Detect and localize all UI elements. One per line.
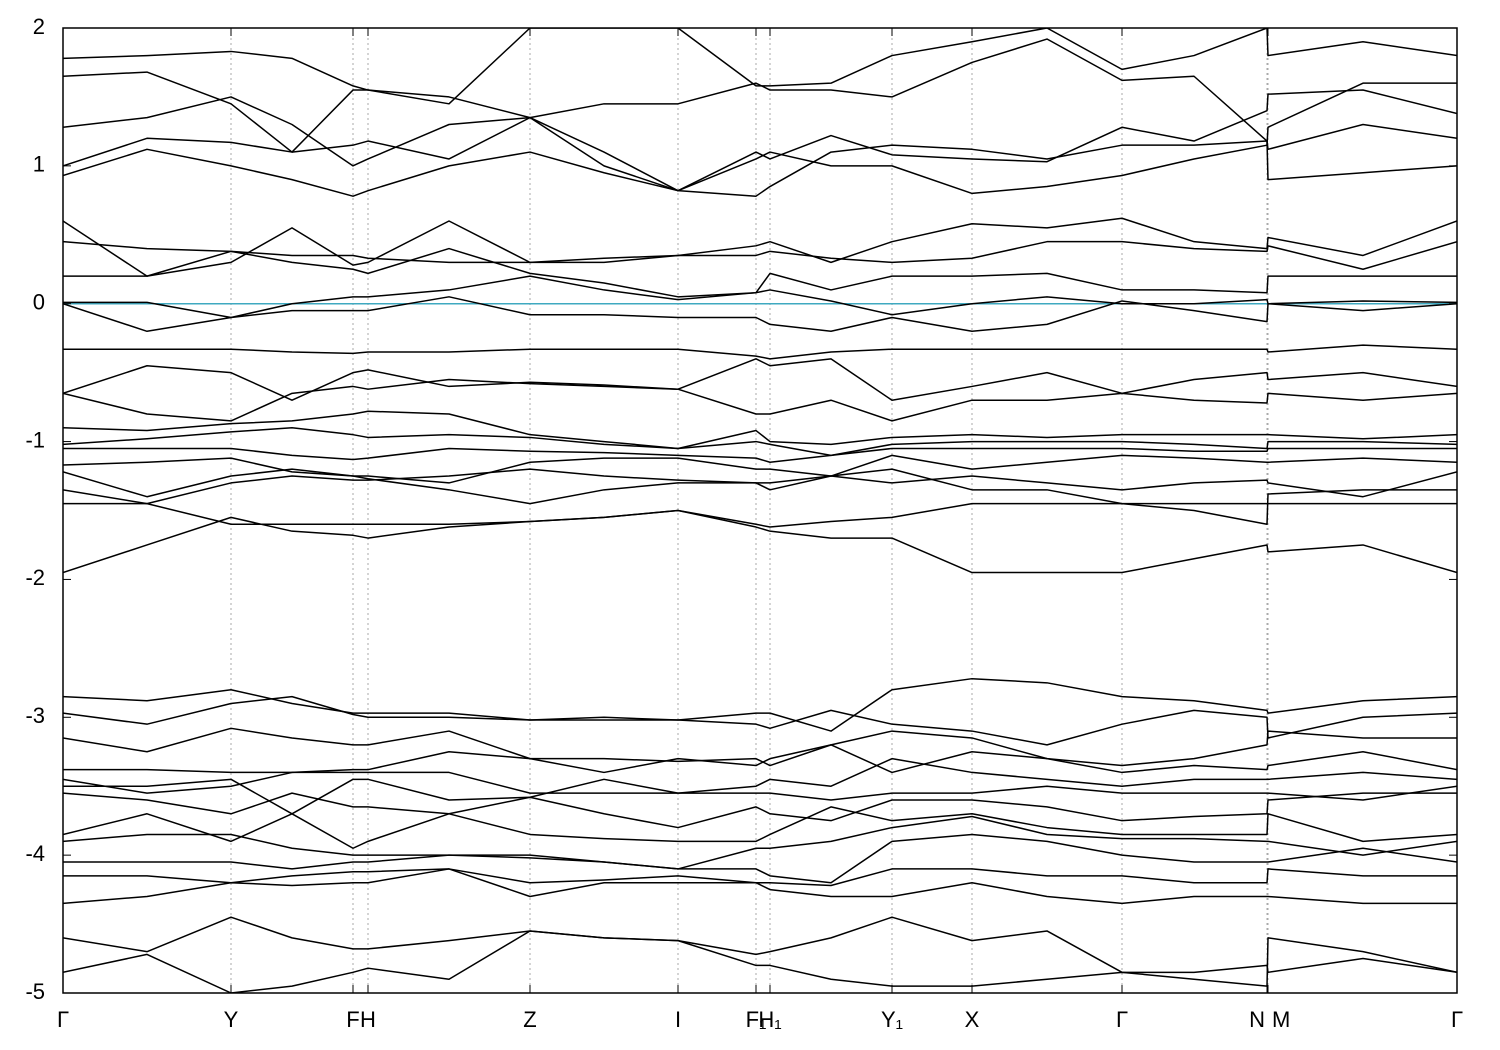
band-line [63, 868, 1457, 887]
x-tick-label: F₁ [746, 1007, 767, 1032]
bands-layer [63, 28, 1457, 993]
band-line [63, 509, 1457, 574]
band-line [63, 778, 1457, 815]
band-line [63, 410, 1457, 450]
band-line [63, 217, 1457, 277]
band-line [63, 930, 1457, 993]
x-tick-label: H₁ [758, 1007, 781, 1032]
x-tick-label: Γ [57, 1007, 69, 1032]
band-line [63, 727, 1457, 774]
x-tick-label: Γ [1116, 1007, 1128, 1032]
x-tick-label: Y [224, 1007, 239, 1032]
band-line [63, 296, 1457, 333]
band-line [63, 757, 1457, 794]
band-line [63, 344, 1457, 360]
y-tick-label: 1 [33, 152, 45, 177]
band-line [63, 38, 1457, 167]
band-line [63, 378, 1457, 422]
band-line [63, 454, 1457, 484]
plot-frame [62, 27, 1458, 994]
band-line [63, 468, 1457, 505]
band-line [63, 140, 1457, 197]
band-line [63, 502, 1457, 528]
band-line [63, 815, 1457, 870]
band-line [63, 275, 1457, 319]
band-line [63, 916, 1457, 974]
x-tick-label: Y₁ [881, 1007, 903, 1032]
x-tick-label: Γ [1451, 1007, 1463, 1032]
band-line [63, 447, 1457, 463]
band-line [63, 240, 1457, 270]
band-line [63, 71, 1457, 195]
y-tick-label: -3 [25, 703, 45, 728]
x-tick-label: I [675, 1007, 681, 1032]
band-line [63, 792, 1457, 829]
y-tick-label: 2 [33, 14, 45, 39]
band-line [63, 868, 1457, 905]
band-line [63, 806, 1457, 849]
band-line [63, 744, 1457, 774]
y-tick-label: -4 [25, 841, 45, 866]
band-line [63, 677, 1457, 732]
band-line [63, 427, 1457, 457]
x-tick-label: X [965, 1007, 980, 1032]
band-line [63, 28, 1457, 105]
y-tick-label: -2 [25, 565, 45, 590]
x-tick-label: Z [523, 1007, 536, 1032]
x-tick-label: N [1249, 1007, 1265, 1032]
y-tick-label: -5 [25, 979, 45, 1004]
band-line [63, 358, 1457, 401]
x-tick-label: F [346, 1007, 359, 1032]
x-tick-label: H [360, 1007, 376, 1032]
band-line [63, 695, 1457, 746]
band-line [63, 468, 1457, 526]
y-tick-label: 0 [33, 290, 45, 315]
x-tick-label: M [1272, 1007, 1290, 1032]
y-tick-label: -1 [25, 427, 45, 452]
band-line [63, 247, 1457, 298]
band-line [63, 833, 1457, 884]
